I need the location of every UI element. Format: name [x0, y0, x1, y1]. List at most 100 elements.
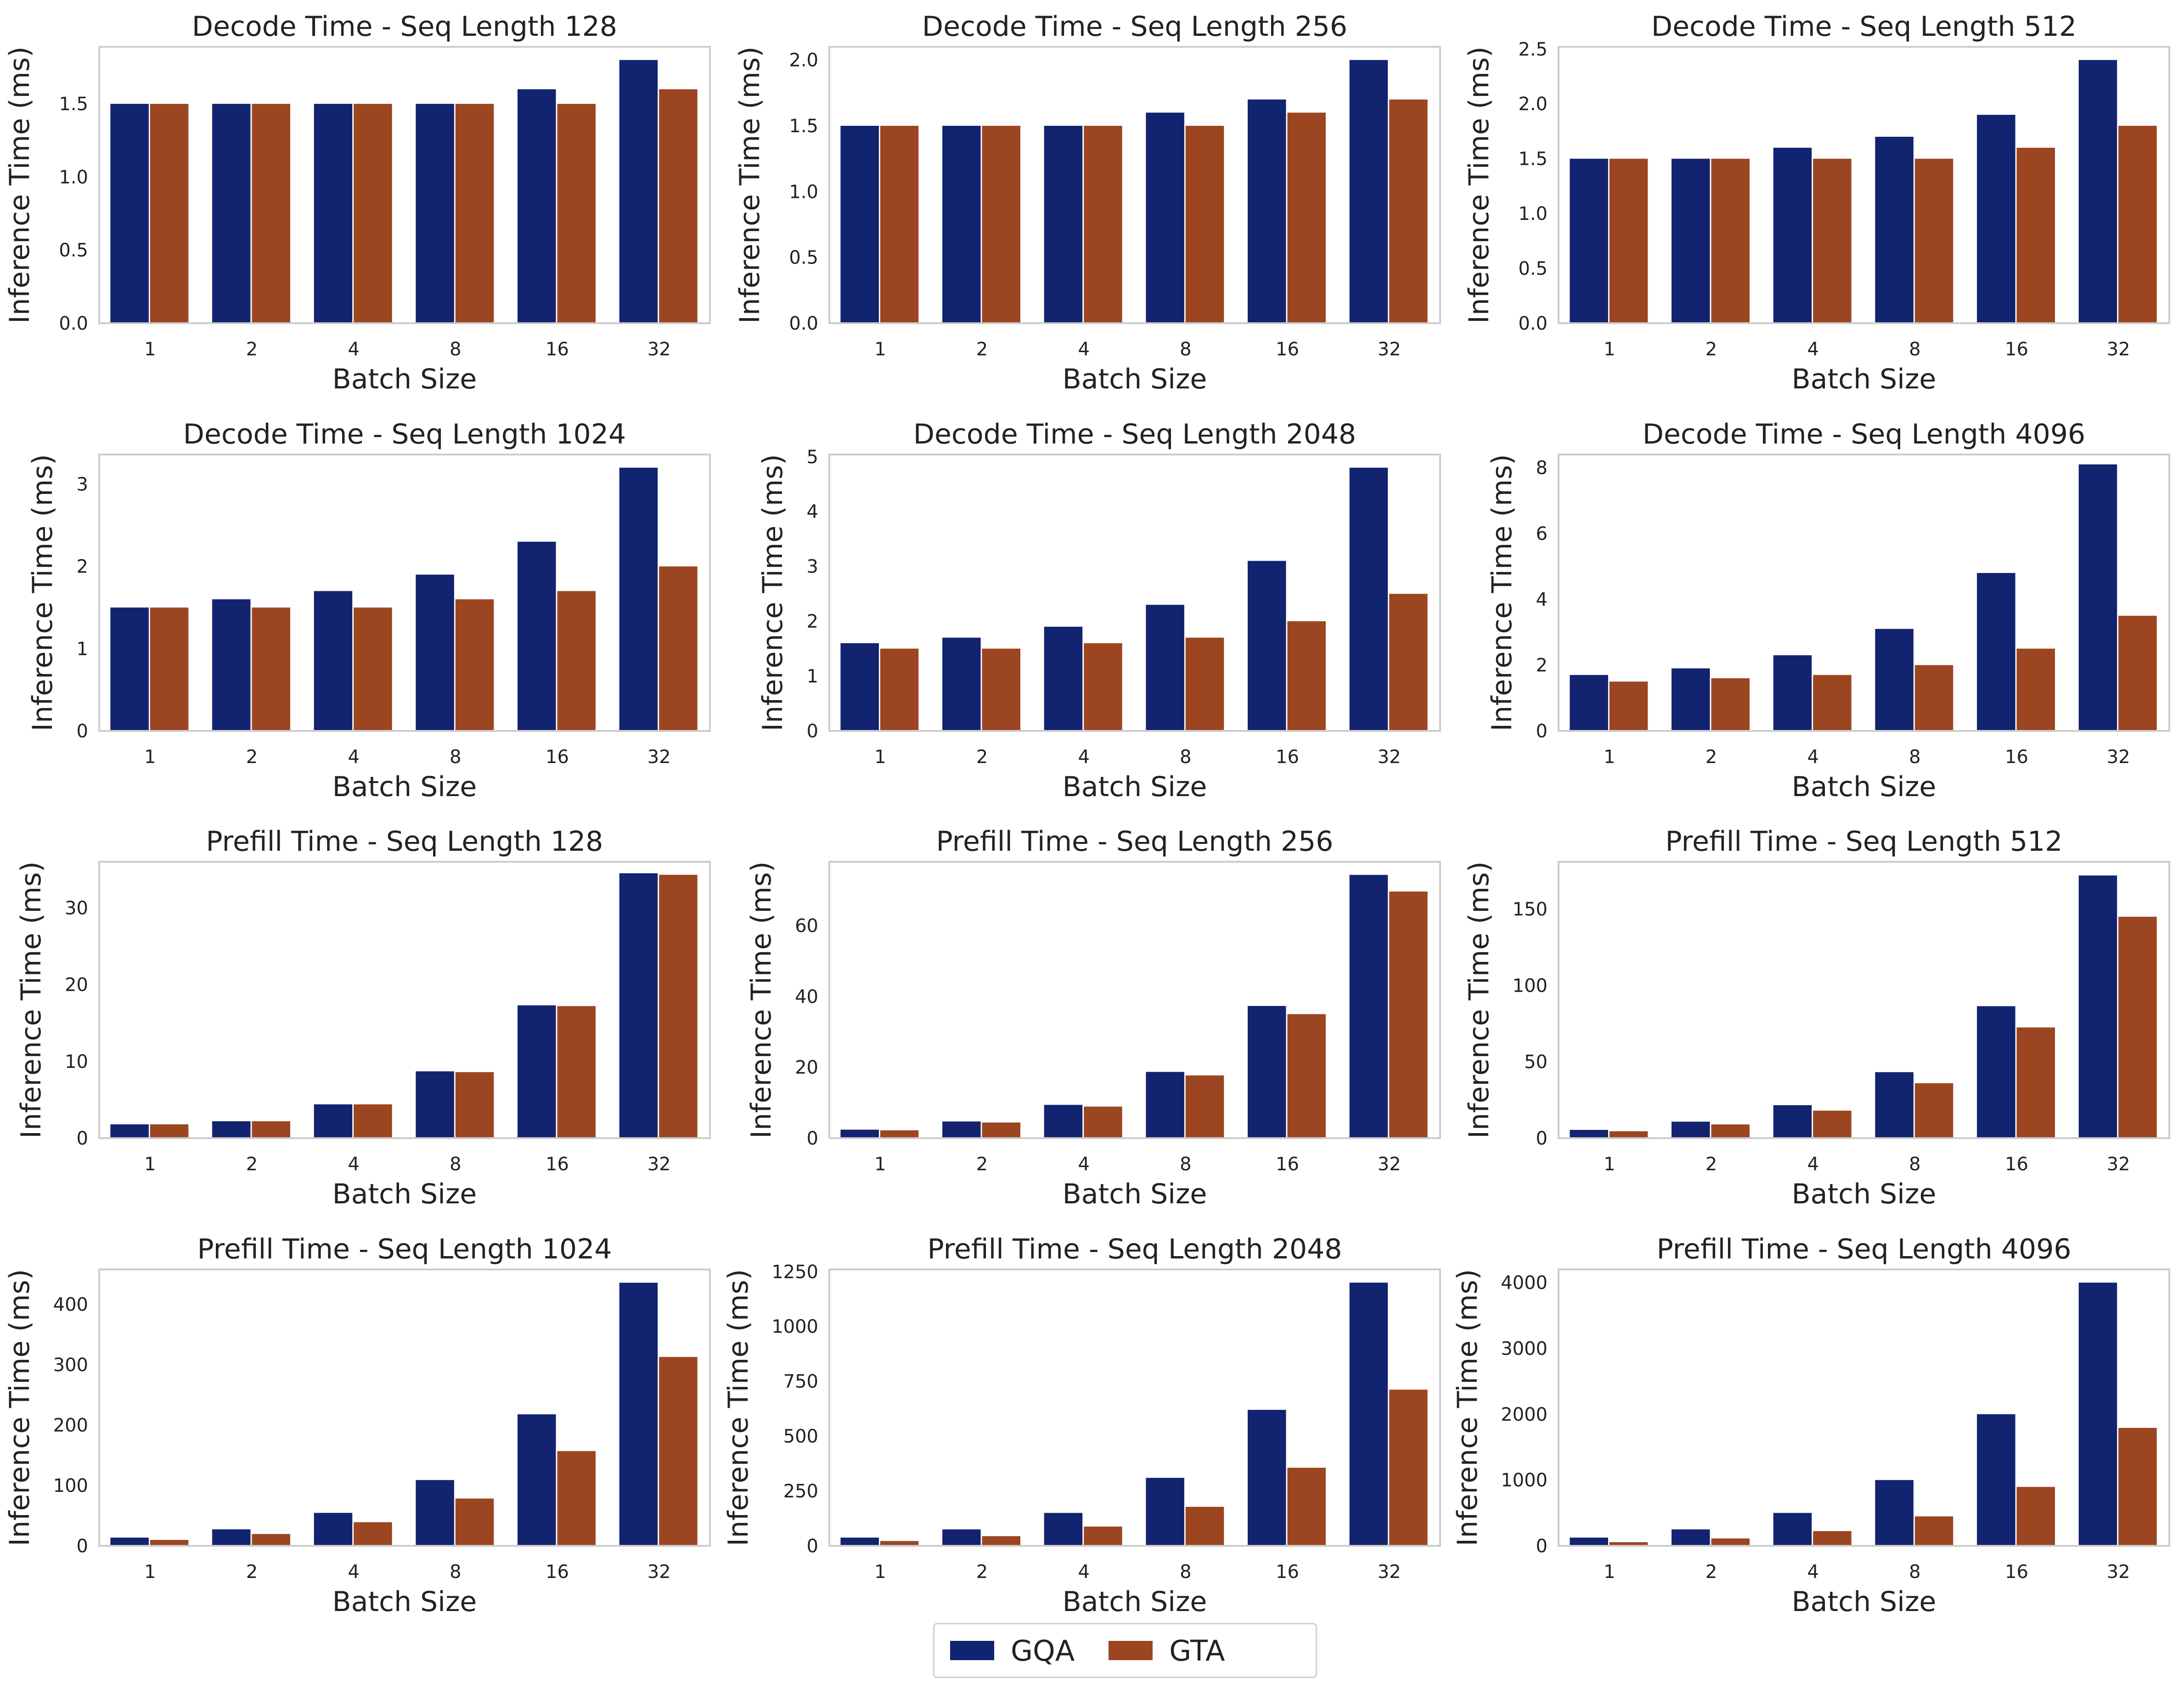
bar-gta-batch-2	[252, 104, 290, 323]
y-tick-label: 0	[77, 1128, 88, 1149]
x-tick-label: 4	[348, 1561, 359, 1583]
x-tick-label: 8	[450, 1561, 461, 1583]
y-tick-label: 500	[783, 1426, 818, 1447]
bar-gta-batch-32	[659, 1357, 698, 1546]
bar-gta-batch-1	[1609, 681, 1648, 731]
bar-gta-batch-16	[1287, 621, 1326, 731]
x-tick-label: 2	[976, 1154, 988, 1175]
y-tick-label: 0.0	[1518, 313, 1548, 334]
y-tick-label: 20	[795, 1057, 818, 1078]
bar-gta-batch-2	[982, 648, 1020, 731]
bar-gqa-batch-1	[840, 126, 879, 323]
x-tick-label: 2	[1706, 1154, 1717, 1175]
y-tick-label: 3	[807, 556, 818, 578]
bar-gta-batch-8	[1185, 637, 1224, 731]
bar-gqa-batch-32	[2078, 875, 2117, 1138]
chart-decode-time-seq-length-2048: Decode Time - Seq Length 2048 0 1 2 3 4 5 1 2 4 8 1…	[757, 418, 1441, 803]
y-axis-label: Inference Time (ms)	[4, 46, 36, 323]
bar-gqa-batch-1	[840, 643, 879, 731]
bar-gqa-batch-1	[1570, 1130, 1608, 1138]
bar-gta-batch-16	[1287, 112, 1326, 324]
y-tick-label: 3	[77, 474, 88, 495]
y-axis-label: Inference Time (ms)	[15, 861, 47, 1138]
bar-gta-batch-16	[2016, 1487, 2055, 1546]
x-axis-label: Batch Size	[332, 771, 477, 803]
y-tick-label: 1000	[771, 1316, 818, 1337]
bar-gta-batch-8	[1185, 1507, 1224, 1546]
bar-gta-batch-2	[1711, 678, 1750, 731]
bar-gqa-batch-8	[416, 574, 454, 731]
bar-gqa-batch-2	[942, 637, 981, 731]
bar-gta-batch-8	[455, 1072, 494, 1138]
y-axis-label: Inference Time (ms)	[4, 1269, 36, 1546]
chart-prefill-time-seq-length-128: Prefill Time - Seq Length 128 0 10 20 30 1 2 4 8…	[15, 825, 711, 1210]
bar-gqa-batch-1	[110, 1124, 149, 1138]
x-tick-label: 8	[450, 747, 461, 768]
y-tick-label: 2	[807, 611, 818, 632]
bar-gqa-batch-16	[1977, 573, 2015, 731]
x-tick-label: 4	[1078, 339, 1089, 360]
bar-gqa-batch-8	[1875, 136, 1914, 323]
x-tick-label: 16	[2005, 339, 2028, 360]
y-tick-label: 1	[77, 639, 88, 660]
bar-gta-batch-2	[252, 607, 290, 731]
bar-gqa-batch-2	[942, 1121, 981, 1138]
bar-gta-batch-8	[455, 599, 494, 731]
x-tick-label: 4	[1807, 747, 1818, 768]
plot-frame	[828, 861, 1441, 1139]
y-axis-label: Inference Time (ms)	[722, 1269, 754, 1546]
bar-gqa-batch-4	[1773, 1513, 1812, 1546]
chart-decode-time-seq-length-1024: Decode Time - Seq Length 1024 0 1 2 3 1 2 4 8 16 3…	[27, 418, 711, 803]
x-tick-label: 2	[246, 1154, 258, 1175]
x-tick-label: 32	[2107, 339, 2130, 360]
bar-gqa-batch-16	[1977, 1006, 2015, 1138]
x-tick-label: 8	[1180, 339, 1191, 360]
x-tick-label: 16	[1276, 339, 1299, 360]
y-tick-label: 2	[77, 556, 88, 578]
x-tick-label: 8	[1909, 339, 1920, 360]
y-tick-label: 300	[53, 1355, 88, 1376]
bar-gta-batch-8	[1185, 1075, 1224, 1138]
bar-gqa-batch-8	[1146, 112, 1184, 324]
y-tick-label: 1.0	[59, 167, 88, 188]
y-tick-label: 50	[1524, 1052, 1548, 1073]
bar-gta-batch-4	[354, 1104, 392, 1138]
y-tick-label: 1	[807, 666, 818, 687]
bar-gta-batch-2	[1711, 1124, 1750, 1138]
plot-frame	[1558, 1269, 2170, 1547]
y-tick-label: 40	[795, 986, 818, 1007]
bar-gqa-batch-1	[1570, 1538, 1608, 1546]
x-axis-label: Batch Size	[1063, 771, 1207, 803]
y-tick-label: 2.5	[1518, 39, 1548, 60]
x-axis-label: Batch Size	[332, 1178, 477, 1210]
x-tick-label: 8	[1909, 1154, 1920, 1175]
x-tick-label: 4	[1078, 747, 1089, 768]
bar-gqa-batch-2	[942, 1529, 981, 1546]
x-tick-label: 8	[1180, 1561, 1191, 1583]
bar-gqa-batch-4	[314, 1104, 353, 1138]
bar-gta-batch-1	[150, 1124, 189, 1138]
bar-gta-batch-8	[455, 1499, 494, 1546]
bar-gqa-batch-32	[1349, 1282, 1388, 1546]
x-tick-label: 1	[874, 1154, 886, 1175]
bar-gqa-batch-4	[1773, 147, 1812, 323]
bar-gta-batch-1	[1609, 1131, 1648, 1138]
bar-gqa-batch-32	[619, 60, 658, 323]
bar-gta-batch-2	[982, 1123, 1020, 1138]
bar-gta-batch-32	[2118, 1428, 2157, 1546]
y-tick-label: 20	[65, 975, 88, 996]
x-tick-label: 4	[1078, 1561, 1089, 1583]
bar-gqa-batch-4	[1044, 627, 1083, 731]
bar-gqa-batch-16	[1977, 115, 2015, 323]
x-tick-label: 8	[450, 339, 461, 360]
bar-gqa-batch-2	[1672, 1122, 1710, 1138]
x-axis-label: Batch Size	[332, 363, 477, 395]
bar-gqa-batch-16	[1977, 1414, 2015, 1546]
legend: GQA GTA	[933, 1623, 1317, 1678]
x-tick-label: 4	[1807, 339, 1818, 360]
bar-gta-batch-1	[1609, 158, 1648, 323]
chart-title: Decode Time - Seq Length 1024	[183, 418, 626, 450]
bar-gqa-batch-32	[1349, 60, 1388, 323]
bar-gqa-batch-2	[212, 1121, 251, 1138]
y-tick-label: 0	[1536, 721, 1548, 742]
